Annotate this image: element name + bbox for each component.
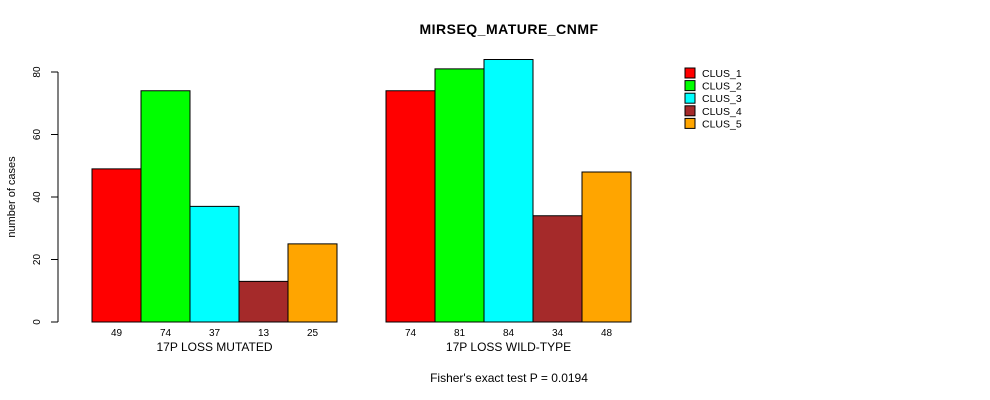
bar-value-label: 81 <box>454 328 466 339</box>
bar-CLUS_2 <box>434 68 485 323</box>
legend-swatch-CLUS_4 <box>684 105 696 117</box>
bar-value-label: 34 <box>552 328 564 339</box>
bar-value-label: 37 <box>209 328 221 339</box>
bar-CLUS_4 <box>238 280 289 323</box>
bar-CLUS_1 <box>91 168 142 323</box>
legend-label-CLUS_1: CLUS_1 <box>702 68 742 80</box>
bar-CLUS_4 <box>532 215 583 323</box>
legend-label-CLUS_2: CLUS_2 <box>702 81 742 93</box>
bar-CLUS_3 <box>483 59 534 323</box>
legend-swatch-CLUS_5 <box>684 117 696 129</box>
y-tick-label: 20 <box>32 254 43 266</box>
fisher-test-annotation: Fisher's exact test P = 0.0194 <box>430 371 588 385</box>
y-tick-label: 80 <box>32 66 43 78</box>
legend-swatch-CLUS_2 <box>684 80 696 92</box>
bar-CLUS_3 <box>189 205 240 323</box>
legend-label-CLUS_3: CLUS_3 <box>702 93 742 105</box>
bar-CLUS_1 <box>385 90 436 323</box>
bar-CLUS_2 <box>140 90 191 323</box>
legend-label-CLUS_5: CLUS_5 <box>702 118 742 130</box>
chart-title: MIRSEQ_MATURE_CNMF <box>419 21 599 37</box>
bar-value-label: 25 <box>307 328 319 339</box>
y-tick-label: 60 <box>32 129 43 141</box>
bar-value-label: 49 <box>111 328 123 339</box>
legend-swatch-CLUS_3 <box>684 92 696 104</box>
y-tick-label: 40 <box>32 191 43 203</box>
bar-value-label: 74 <box>160 328 172 339</box>
group-label: 17P LOSS WILD-TYPE <box>446 340 571 354</box>
y-axis-label: number of cases <box>6 156 18 238</box>
legend-label-CLUS_4: CLUS_4 <box>702 106 742 118</box>
bar-value-label: 48 <box>601 328 613 339</box>
y-tick-label: 0 <box>32 319 43 325</box>
legend-swatch-CLUS_1 <box>684 67 696 79</box>
bar-CLUS_5 <box>581 171 632 323</box>
bar-value-label: 74 <box>405 328 417 339</box>
group-label: 17P LOSS MUTATED <box>156 340 272 354</box>
bar-value-label: 84 <box>503 328 515 339</box>
bar-CLUS_5 <box>287 243 338 323</box>
bar-value-label: 13 <box>258 328 270 339</box>
